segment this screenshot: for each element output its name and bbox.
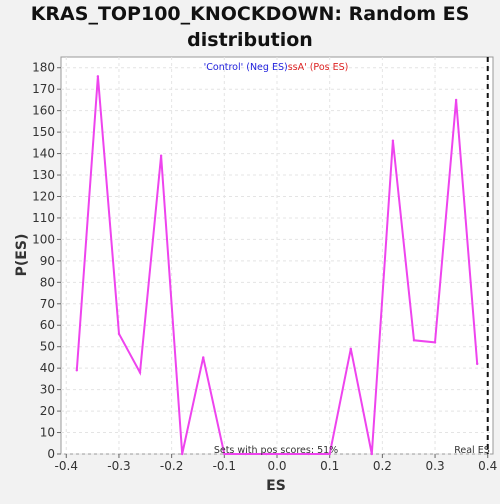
data-point-0-5 [180,452,184,456]
x-tick-label-2: -0.2 [160,459,183,473]
y-tick-label-12: 120 [32,189,55,203]
real-es-label: Real ES [454,445,490,456]
series-layer [75,75,479,456]
data-point-0-2 [117,332,121,336]
data-point-0-3 [138,371,142,374]
x-tick-label-6: 0.2 [373,459,392,473]
data-point-0-12 [328,452,331,456]
y-tick-label-9: 90 [40,254,55,268]
y-tick-label-18: 180 [32,61,55,75]
y-tick-label-15: 150 [32,125,55,139]
data-point-0-9 [265,452,268,456]
data-point-0-14 [370,452,374,456]
y-tick-label-6: 60 [40,318,55,332]
x-tick-label-3: -0.1 [213,459,236,473]
y-tick-label-13: 130 [32,168,55,182]
data-point-0-19 [475,362,479,366]
legend-class-text: ssA' (Pos ES) [288,62,349,73]
y-tick-label-8: 80 [40,275,55,289]
data-point-0-1 [96,75,100,78]
y-tick-label-17: 170 [32,82,55,96]
data-point-0-7 [223,452,226,456]
y-axis-label: P(ES) [14,234,30,277]
grid-lines [61,57,493,455]
x-tick-label-0: -0.4 [55,459,78,473]
data-point-0-17 [433,341,437,344]
series-line-0 [75,76,479,455]
y-tick-label-1: 10 [40,426,55,440]
data-point-0-10 [286,452,289,456]
y-tick-label-14: 140 [32,147,55,161]
y-tick-label-7: 70 [40,297,55,311]
data-point-0-16 [412,339,416,342]
legend-annotation: 'Control' (Neg ES)ssA' (Pos ES) [204,62,349,73]
x-tick-label-1: -0.3 [107,459,130,473]
pos-scores-text: Sets with pos scores: 51% [214,445,338,456]
axes: 0 10 20 30 40 50 60 70 80 90 100 110 120 130 140 150 160… [32,61,497,473]
x-tick-label-7: 0.3 [426,459,445,473]
data-point-0-4 [159,154,163,157]
x-axis-label: ES [266,478,286,494]
chart-title-line-2: distribution [187,29,313,51]
data-point-0-8 [244,452,247,456]
y-tick-label-4: 40 [40,361,55,375]
data-point-0-15 [391,139,395,142]
x-tick-label-8: 0.4 [478,459,497,473]
data-point-0-13 [349,347,352,351]
x-tick-label-5: 0.1 [320,459,339,473]
y-tick-label-10: 100 [32,232,55,246]
y-tick-label-16: 160 [32,104,55,118]
y-tick-label-3: 30 [40,383,55,397]
legend-control-text: 'Control' (Neg ES) [204,62,288,73]
y-tick-label-5: 50 [40,340,55,354]
data-point-0-6 [202,356,205,359]
data-point-0-11 [307,452,310,456]
chart-title-line-1: KRAS_TOP100_KNOCKDOWN: Random ES [31,3,470,25]
data-point-0-18 [454,98,458,102]
x-tick-label-4: 0.0 [267,459,286,473]
data-point-0-0 [75,369,79,372]
y-tick-label-2: 20 [40,404,55,418]
y-tick-label-11: 110 [32,211,55,225]
y-tick-label-0: 0 [47,447,55,461]
